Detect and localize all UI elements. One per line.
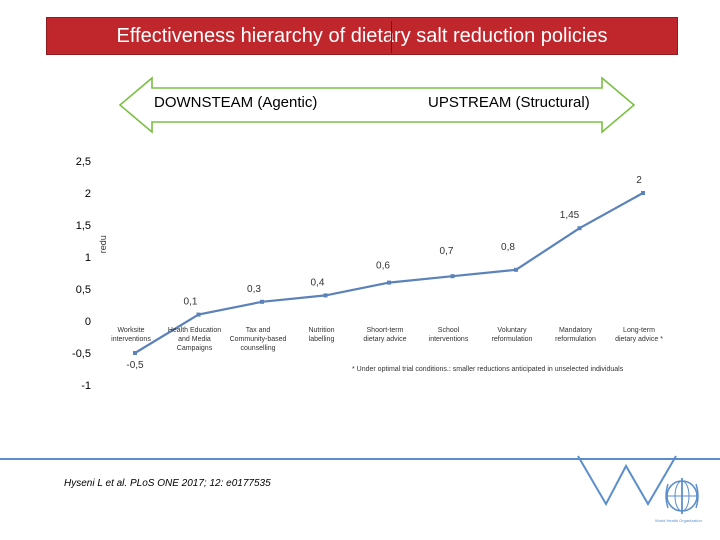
y-tick-label: 2,5 xyxy=(76,156,91,168)
y-tick-label: 1 xyxy=(85,252,91,264)
category-label: Worksite interventions xyxy=(111,327,151,343)
y-tick-label: 1,5 xyxy=(76,220,91,232)
category-label: Long-term dietary advice * xyxy=(615,327,663,343)
who-caption: World Health Organization xyxy=(655,518,702,523)
title-bar: Effectiveness hierarchy of dietary salt … xyxy=(46,17,678,55)
data-point xyxy=(387,280,391,285)
data-point xyxy=(133,351,137,355)
data-label: -0,5 xyxy=(126,360,144,371)
data-point xyxy=(577,226,582,231)
data-point xyxy=(641,191,645,195)
footnote: * Under optimal trial conditions.: small… xyxy=(352,366,624,373)
upstream-label: UPSTREAM (Structural) xyxy=(428,94,590,111)
downstream-label: DOWNSTEAM (Agentic) xyxy=(154,94,318,111)
category-label: Health Education and Media Campaigns xyxy=(168,327,221,352)
citation: Hyseni L et al. PLoS ONE 2017; 12: e0177… xyxy=(64,478,271,489)
data-point xyxy=(260,299,264,304)
who-emblem-icon xyxy=(660,474,704,518)
category-label: Mandatory reformulation xyxy=(555,327,596,343)
y-tick-label: 0,5 xyxy=(76,284,91,296)
category-label: Shoort-term dietary advice xyxy=(363,327,406,343)
category-label: Nutrition labelling xyxy=(308,327,334,343)
text-cursor xyxy=(391,21,392,53)
data-label: 2 xyxy=(636,175,642,186)
footer-divider xyxy=(0,458,720,460)
double-arrow-icon xyxy=(118,76,636,134)
double-arrow: DOWNSTEAM (Agentic) UPSTREAM (Structural… xyxy=(118,76,636,134)
y-tick-label: -1 xyxy=(81,380,91,392)
data-point xyxy=(450,274,455,279)
data-label: 0,1 xyxy=(184,297,198,308)
data-point xyxy=(514,267,518,272)
category-label: School interventions xyxy=(429,327,469,343)
data-label: 0,6 xyxy=(376,261,390,272)
data-label: 0,8 xyxy=(501,242,515,253)
category-label: Voluntary reformulation xyxy=(492,327,533,343)
slide-title: Effectiveness hierarchy of dietary salt … xyxy=(116,24,608,47)
data-point xyxy=(323,293,328,298)
category-label: Tax and Community-based counselling xyxy=(230,327,287,352)
data-label: 0,4 xyxy=(311,277,325,288)
y-tick-label: -0,5 xyxy=(72,348,91,360)
y-axis-label: redu xyxy=(98,235,108,253)
data-label: 1,45 xyxy=(560,210,580,221)
data-point xyxy=(196,312,201,317)
y-tick-label: 0 xyxy=(85,316,91,328)
data-label: 0,3 xyxy=(247,284,261,295)
data-label: 0,7 xyxy=(440,246,454,257)
y-tick-label: 2 xyxy=(85,188,91,200)
